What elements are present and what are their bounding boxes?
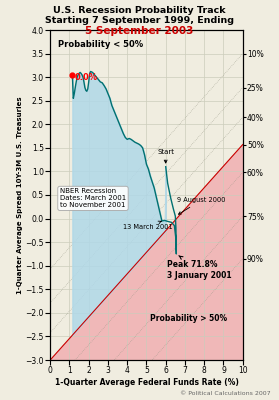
Text: NBER Recession
Dates: March 2001
to November 2001: NBER Recession Dates: March 2001 to Nove… xyxy=(60,188,126,208)
Text: 13 March 2001: 13 March 2001 xyxy=(123,221,173,230)
Text: Start: Start xyxy=(157,148,174,163)
Text: 9 August 2000: 9 August 2000 xyxy=(177,197,226,214)
X-axis label: 1-Quarter Average Federal Funds Rate (%): 1-Quarter Average Federal Funds Rate (%) xyxy=(54,378,239,387)
Text: Peak 71.8%
3 January 2001: Peak 71.8% 3 January 2001 xyxy=(167,256,231,280)
Text: © Political Calculations 2007: © Political Calculations 2007 xyxy=(180,391,271,396)
Text: Probability > 50%: Probability > 50% xyxy=(150,314,227,323)
Text: Probability < 50%: Probability < 50% xyxy=(58,40,143,49)
Text: Starting 7 September 1999, Ending: Starting 7 September 1999, Ending xyxy=(45,16,234,25)
Text: U.S. Recession Probability Track: U.S. Recession Probability Track xyxy=(53,6,226,15)
Text: 5 September 2003: 5 September 2003 xyxy=(85,26,194,36)
Y-axis label: 1-Quarter Average Spread 10Y-3M U.S. Treasuries: 1-Quarter Average Spread 10Y-3M U.S. Tre… xyxy=(17,96,23,294)
Text: 0.0%: 0.0% xyxy=(75,74,98,82)
